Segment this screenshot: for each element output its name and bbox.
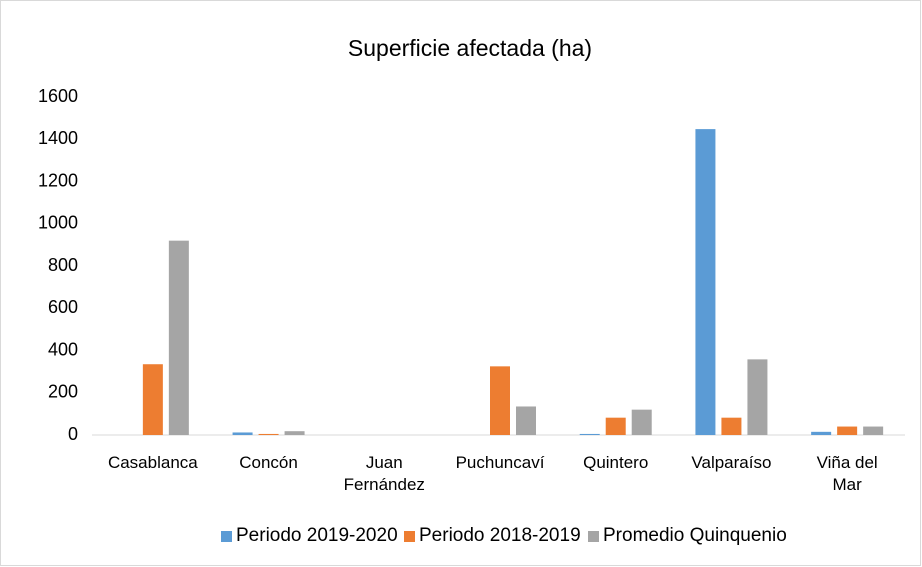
bar xyxy=(168,240,189,435)
legend-swatch xyxy=(404,530,415,542)
legend-label: Periodo 2018-2019 xyxy=(419,525,581,546)
y-tick-label: 800 xyxy=(48,255,78,275)
y-tick-label: 600 xyxy=(48,297,78,317)
bar xyxy=(863,426,884,435)
y-tick-label: 0 xyxy=(68,424,78,444)
x-tick-label: Concón xyxy=(224,452,314,474)
chart-title: Superficie afectada (ha) xyxy=(348,35,592,61)
bar xyxy=(747,359,768,435)
x-tick-text: Casablanca xyxy=(107,453,198,472)
x-tick-text: Valparaíso xyxy=(691,453,772,472)
y-tick-label: 1400 xyxy=(38,128,78,148)
x-tick-label: Quintero xyxy=(571,452,661,474)
bar xyxy=(516,406,536,435)
x-tick-text: Concón xyxy=(239,453,298,472)
bar xyxy=(631,409,652,435)
bar xyxy=(837,426,858,435)
x-tick-text: Viña del Mar xyxy=(816,453,878,494)
x-tick-text: Juan Fernández xyxy=(343,453,425,494)
y-tick-label: 1600 xyxy=(38,86,78,106)
bar xyxy=(721,417,742,435)
legend-swatch xyxy=(588,530,599,542)
x-tick-label: Viña del Mar xyxy=(802,452,892,496)
legend-swatch xyxy=(221,530,232,542)
x-tick-text: Quintero xyxy=(583,453,649,472)
x-tick-label: Puchuncaví xyxy=(455,452,545,474)
legend-label: Promedio Quinquenio xyxy=(603,525,787,546)
bar xyxy=(284,431,305,435)
legend-label: Periodo 2019-2020 xyxy=(236,525,398,546)
x-tick-label: Casablanca xyxy=(108,452,198,474)
x-tick-text: Puchuncaví xyxy=(455,453,545,472)
bar xyxy=(232,432,253,435)
legend-item: Periodo 2019-2020 xyxy=(221,525,398,547)
bar xyxy=(811,431,832,435)
legend-item: Promedio Quinquenio xyxy=(588,525,787,547)
x-tick-label: Valparaíso xyxy=(686,452,776,474)
x-tick-label: Juan Fernández xyxy=(339,452,429,496)
bar xyxy=(490,366,510,435)
y-tick-label: 1200 xyxy=(38,170,78,190)
bar xyxy=(142,364,163,435)
bar xyxy=(605,417,626,435)
bar xyxy=(695,129,716,436)
y-tick-label: 200 xyxy=(48,382,78,402)
y-tick-label: 1000 xyxy=(38,213,78,233)
y-tick-label: 400 xyxy=(48,339,78,359)
legend-item: Periodo 2018-2019 xyxy=(404,525,581,547)
bar xyxy=(579,433,600,435)
bar xyxy=(258,433,279,435)
